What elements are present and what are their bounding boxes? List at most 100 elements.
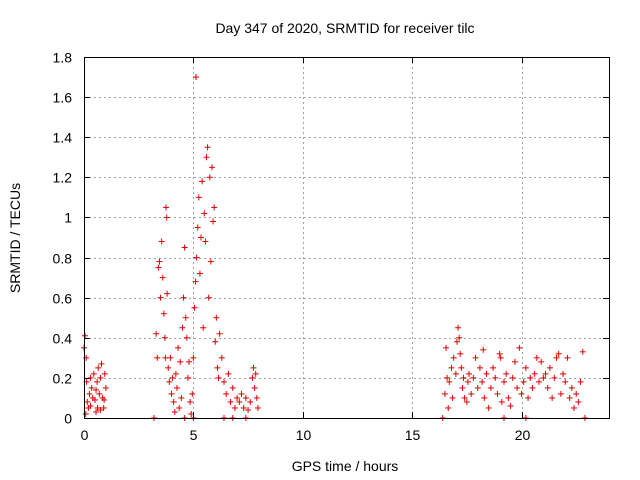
data-point (96, 390, 103, 397)
data-point (579, 348, 586, 355)
data-point (158, 238, 165, 245)
data-point (180, 294, 187, 301)
y-tick-label: 1.6 (53, 90, 73, 106)
data-point (94, 378, 101, 385)
data-point (480, 346, 487, 353)
data-point (577, 378, 584, 385)
data-point (449, 394, 456, 401)
data-point (182, 314, 189, 321)
data-point (98, 360, 105, 367)
data-point (93, 386, 100, 393)
data-point (190, 354, 197, 361)
y-tick-label: 1.4 (53, 130, 73, 146)
data-point (555, 350, 562, 357)
data-point (167, 354, 174, 361)
y-tick-label: 0.8 (53, 251, 73, 267)
data-point (88, 384, 95, 391)
data-point (455, 324, 462, 331)
data-point (441, 390, 448, 397)
data-point (518, 390, 525, 397)
data-point (165, 364, 172, 371)
data-point (210, 218, 217, 225)
data-point (225, 370, 232, 377)
data-point (461, 394, 468, 401)
data-point (562, 378, 569, 385)
data-point (553, 354, 560, 361)
data-point (240, 404, 247, 411)
y-tick-label: 1 (64, 210, 72, 226)
data-point (198, 234, 205, 241)
y-tick-label: 1.2 (53, 170, 73, 186)
data-point (470, 374, 477, 381)
x-tick-label: 15 (405, 427, 421, 443)
data-point (522, 364, 529, 371)
data-point (242, 394, 249, 401)
data-point (213, 314, 220, 321)
data-point (514, 384, 521, 391)
data-point (566, 394, 573, 401)
data-point (466, 370, 472, 377)
data-point (203, 154, 210, 161)
data-point (490, 364, 497, 371)
data-point (184, 374, 191, 381)
data-point (201, 210, 208, 217)
data-point (446, 378, 453, 385)
data-point (236, 398, 243, 405)
data-point (496, 350, 503, 357)
data-point (497, 354, 504, 361)
data-point (479, 378, 486, 385)
data-point (533, 354, 540, 361)
data-point (160, 310, 167, 317)
data-point (551, 374, 558, 381)
data-point (468, 390, 475, 397)
data-point (82, 410, 89, 417)
y-tick-label: 0.2 (53, 371, 73, 387)
data-point (540, 374, 547, 381)
data-point (90, 370, 97, 377)
data-point (507, 402, 514, 409)
data-point (93, 408, 100, 415)
data-point (84, 398, 91, 405)
data-point (544, 384, 551, 391)
data-point (444, 374, 451, 381)
data-point (571, 404, 577, 411)
points-layer (81, 74, 588, 421)
data-point (172, 370, 179, 377)
data-point (453, 338, 460, 345)
data-point (227, 398, 234, 405)
data-point (509, 374, 516, 381)
data-point (156, 258, 163, 265)
x-tick-label: 5 (190, 427, 198, 443)
data-point (546, 364, 553, 371)
chart-title: Day 347 of 2020, SRMTID for receiver til… (215, 20, 474, 36)
data-point (100, 404, 107, 411)
data-point (163, 214, 170, 221)
data-point (525, 394, 532, 401)
data-point (101, 396, 108, 403)
data-point (216, 330, 223, 337)
y-tick-label: 0 (64, 411, 72, 427)
data-point (229, 384, 236, 391)
data-point (91, 396, 98, 403)
x-tick-label: 10 (296, 427, 312, 443)
data-point (204, 144, 211, 151)
y-axis-label: SRMTID / TECUs (7, 183, 23, 293)
x-tick-label: 0 (81, 427, 89, 443)
data-point (501, 378, 507, 385)
data-point (511, 358, 518, 365)
data-point (238, 390, 245, 397)
data-point (503, 370, 510, 377)
data-point (153, 330, 160, 337)
data-point (516, 344, 523, 351)
data-point (443, 344, 450, 351)
data-point (445, 404, 452, 411)
data-point (464, 378, 471, 385)
data-point (166, 378, 173, 385)
data-point (215, 374, 222, 381)
data-point (568, 384, 575, 391)
data-point (505, 394, 512, 401)
data-point (254, 404, 261, 411)
data-point (527, 374, 534, 381)
data-point (529, 384, 536, 391)
